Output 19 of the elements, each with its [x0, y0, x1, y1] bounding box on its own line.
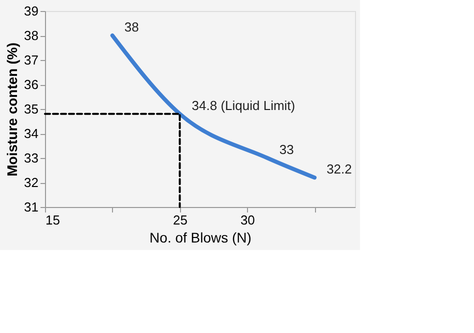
x-tick-label: 15 — [46, 212, 60, 228]
y-tick-label: 37 — [24, 52, 38, 68]
y-tick-label: 39 — [24, 4, 38, 18]
line-series — [110, 34, 317, 180]
data-label: 32.2 — [326, 162, 352, 177]
y-axis-title: Moisture conten (%) — [4, 42, 20, 176]
y-tick-label: 34 — [24, 126, 38, 141]
y-tick-label: 38 — [24, 28, 38, 43]
x-tick-label: 30 — [240, 212, 255, 228]
x-axis-title: No. of Blows (N) — [150, 230, 252, 246]
y-tick-label: 35 — [24, 102, 38, 116]
y-tick-label: 32 — [24, 175, 38, 190]
y-tick-label: 36 — [24, 77, 38, 92]
data-label: 38 — [124, 20, 139, 34]
data-label: 34.8 (Liquid Limit) — [192, 98, 296, 113]
x-tick-label: 25 — [173, 212, 188, 228]
y-tick-label: 33 — [24, 150, 38, 166]
data-label: 33 — [279, 142, 294, 157]
y-tick-label: 31 — [24, 200, 38, 214]
